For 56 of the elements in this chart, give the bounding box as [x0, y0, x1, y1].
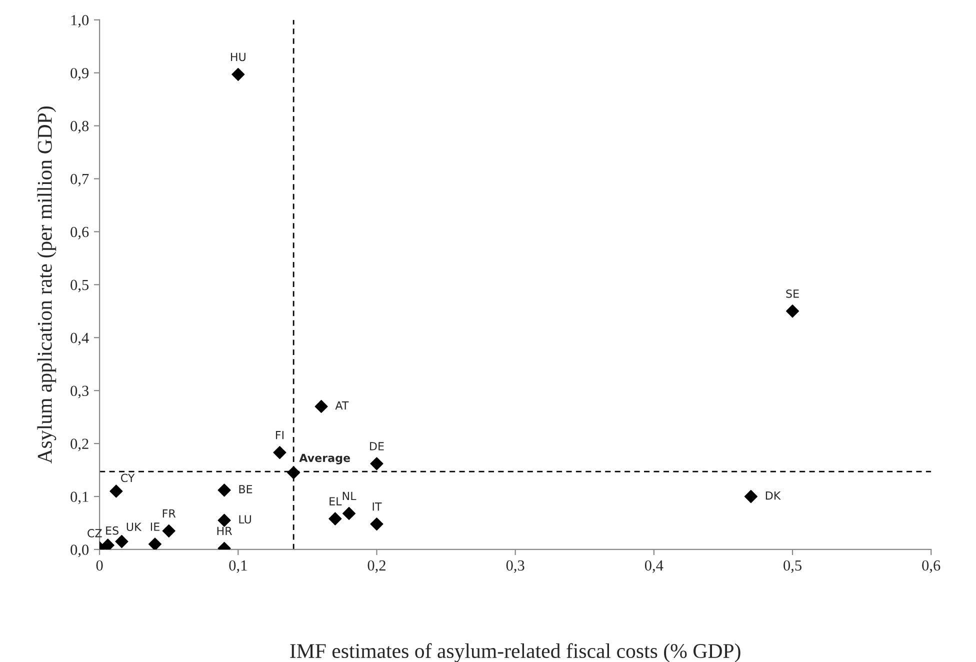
annotation: CZ — [88, 528, 102, 538]
y-tick-label: 0,8 — [70, 120, 89, 134]
annotation: ES — [106, 526, 118, 535]
x-tick-label: 0,6 — [922, 560, 940, 573]
x-tick-label: 0 — [96, 560, 103, 571]
annotation: FR — [162, 509, 176, 518]
point — [148, 538, 162, 550]
y-tick-label: 0,0 — [70, 544, 89, 558]
point — [162, 524, 176, 538]
annotation: SE — [786, 289, 799, 298]
annotation: DE — [370, 442, 384, 450]
annotation: Average — [299, 454, 350, 464]
point — [744, 490, 758, 504]
y-axis-title: Asylum application rate (per million GDP) — [37, 106, 56, 464]
y-tick-label: 0,4 — [70, 332, 89, 346]
point — [370, 457, 384, 470]
y-tick-label: 0,6 — [70, 226, 89, 240]
y-tick-label: 0,7 — [70, 174, 89, 186]
point — [115, 534, 128, 548]
y-tick-label: 1,0 — [71, 15, 89, 28]
annotation: CY — [120, 474, 135, 482]
point — [101, 538, 114, 550]
annotation: IE — [150, 522, 160, 531]
annotation: LU — [239, 515, 251, 524]
point — [342, 506, 356, 520]
point — [328, 512, 342, 526]
annotation: DK — [766, 491, 781, 500]
y-tick-label: 0,5 — [70, 280, 89, 292]
point — [110, 484, 123, 498]
x-tick-label: 0,1 — [229, 560, 247, 573]
point — [232, 68, 245, 81]
point — [786, 304, 800, 318]
point — [370, 517, 384, 531]
annotation: AT — [335, 401, 349, 410]
point — [218, 484, 231, 497]
point — [287, 466, 300, 480]
annotation: FI — [276, 431, 284, 440]
point — [218, 514, 231, 527]
x-tick-label: 0,3 — [506, 560, 524, 573]
point — [314, 400, 328, 414]
x-tick-label: 0,4 — [644, 560, 664, 573]
annotation: HU — [230, 52, 246, 62]
annotation: NL — [342, 492, 356, 500]
y-tick-label: 0,1 — [70, 492, 88, 504]
x-axis-title: IMF estimates of asylum-related fiscal costs (% GDP) — [290, 643, 740, 662]
x-tick-label: 0,2 — [368, 560, 386, 573]
annotation: BE — [239, 485, 252, 494]
annotation: EL — [330, 497, 342, 506]
y-tick-label: 0,9 — [70, 68, 89, 80]
annotation: IT — [372, 502, 382, 511]
y-tick-label: 0,3 — [70, 386, 89, 398]
annotation: HR — [217, 526, 232, 535]
x-tick-label: 0,5 — [784, 560, 802, 573]
y-tick-label: 0,2 — [70, 438, 88, 452]
point — [273, 446, 286, 460]
annotation: UK — [126, 522, 142, 532]
